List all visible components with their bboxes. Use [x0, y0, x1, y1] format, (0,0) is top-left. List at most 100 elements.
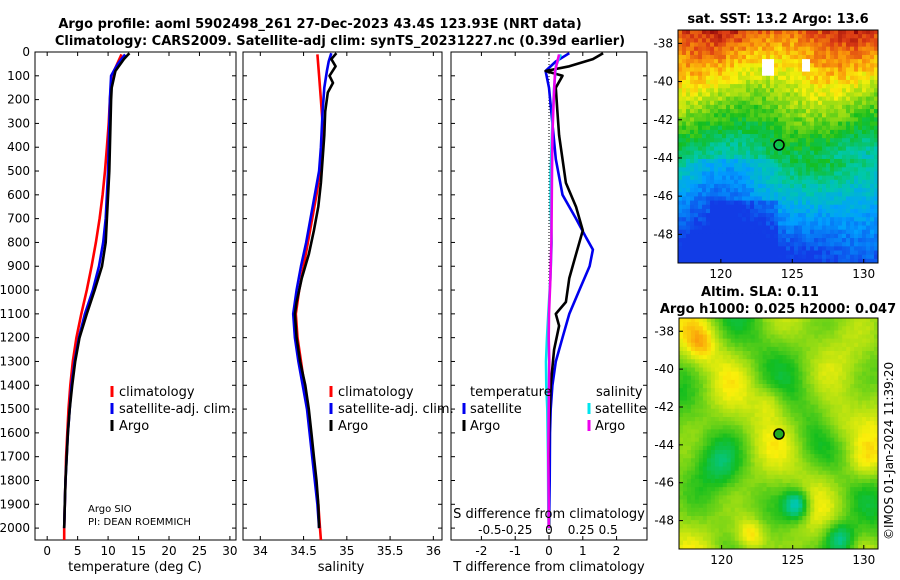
map-cell	[838, 117, 843, 123]
map-cell	[850, 175, 855, 181]
map-cell	[806, 246, 811, 252]
map-cell	[710, 238, 715, 243]
map-cell	[742, 217, 747, 222]
map-cell	[798, 208, 803, 214]
map-cell	[782, 338, 788, 344]
map-cell	[870, 417, 875, 422]
map-cell	[678, 192, 683, 198]
map-cell	[834, 338, 839, 344]
map-cell	[766, 225, 771, 231]
map-cell	[806, 175, 811, 181]
map-cell	[790, 54, 795, 60]
map-cell	[730, 42, 735, 48]
map-cell	[786, 121, 791, 127]
map-cell	[679, 421, 684, 426]
map-cell	[774, 404, 780, 410]
map-cell	[826, 113, 831, 118]
y-tick-label: 100	[7, 69, 30, 83]
map-cell	[698, 441, 704, 447]
map-cell	[702, 208, 707, 214]
map-cell	[758, 437, 764, 443]
x-tick-label: 2	[613, 544, 621, 558]
map-cell	[782, 454, 788, 459]
map-cell	[746, 379, 752, 385]
map-cell	[814, 204, 819, 210]
map-cell	[678, 134, 683, 139]
map-cell	[738, 474, 744, 480]
map-cell	[678, 163, 683, 168]
map-cell	[702, 125, 707, 131]
map-cell	[862, 225, 867, 231]
map-cell	[858, 38, 863, 44]
map-cell	[770, 142, 775, 148]
map-cell	[874, 171, 878, 177]
map-cell	[846, 142, 851, 148]
map-cell	[870, 233, 875, 239]
map-cell	[822, 59, 827, 64]
map-cell	[826, 154, 831, 160]
map-cell	[798, 213, 803, 218]
map-cell	[762, 388, 768, 393]
map-cell	[862, 454, 867, 459]
map-cell	[698, 359, 704, 364]
map-cell	[842, 125, 847, 131]
map-cell	[718, 113, 723, 118]
map-cell	[710, 196, 715, 202]
map-cell	[778, 46, 783, 52]
map-cell	[786, 96, 791, 102]
map-cell	[694, 221, 699, 227]
map-cell	[830, 346, 835, 352]
map-cell	[870, 221, 875, 227]
map-cell	[726, 163, 731, 168]
map-cell	[682, 429, 688, 435]
map-cell	[818, 196, 823, 202]
map-cell	[706, 150, 711, 156]
map-cell	[846, 242, 851, 247]
map-cell	[774, 100, 779, 106]
map-cell	[686, 421, 692, 426]
map-cell	[682, 196, 687, 202]
map-cell	[742, 196, 747, 202]
map-cell	[838, 183, 843, 189]
map-cell	[746, 104, 751, 110]
map-cell	[682, 371, 688, 377]
map-cell	[770, 92, 775, 98]
map-cell	[702, 113, 707, 118]
map-cell	[790, 367, 796, 373]
map-cell	[778, 196, 783, 202]
map-cell	[786, 437, 792, 443]
map-cell	[770, 392, 776, 397]
map-cell	[678, 158, 683, 164]
map-cell	[698, 129, 703, 135]
map-cell	[806, 92, 811, 98]
map-cell	[710, 88, 715, 94]
map-cell	[726, 146, 731, 152]
map-cell	[758, 318, 764, 323]
map-cell	[734, 175, 739, 181]
map-cell	[830, 171, 835, 177]
map-cell	[778, 400, 784, 406]
map-cell	[706, 200, 711, 206]
map-cell	[790, 433, 796, 439]
map-cell	[870, 326, 875, 331]
map-cell	[710, 454, 716, 459]
map-cell	[782, 400, 788, 406]
map-cell	[718, 371, 724, 377]
map-cell	[830, 437, 835, 443]
map-cell	[802, 196, 807, 202]
map-cell	[854, 379, 859, 385]
map-cell	[698, 179, 703, 185]
map-cell	[854, 466, 859, 472]
map-cell	[714, 125, 719, 131]
map-cell	[778, 188, 783, 193]
map-cell	[750, 250, 755, 256]
map-cell	[682, 154, 687, 160]
map-cell	[826, 384, 831, 389]
map-cell	[774, 125, 779, 131]
map-cell	[690, 425, 696, 430]
map-cell	[834, 470, 839, 476]
map-cell	[854, 134, 859, 139]
map-cell	[730, 458, 736, 463]
map-cell	[774, 75, 779, 81]
series-argo	[62, 52, 131, 529]
